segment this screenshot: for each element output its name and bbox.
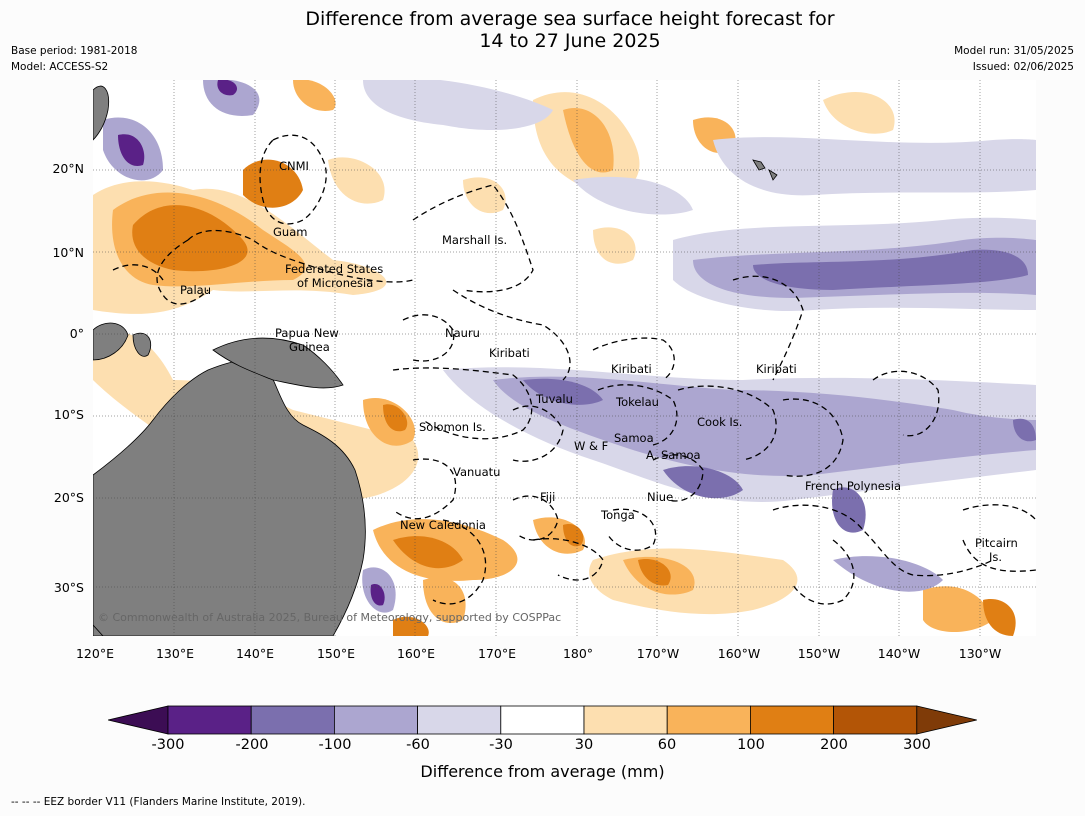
borneo-landmass: [93, 322, 129, 361]
colorbar-tick: -60: [406, 737, 430, 753]
label-pitcairn-line1: Pitcairn: [975, 536, 1018, 550]
lat-label-10n: 10°N: [52, 245, 84, 260]
label-niue: Niue: [647, 490, 673, 504]
lon-label-140w: 140°W: [877, 646, 921, 661]
hawaii-islands: [752, 159, 778, 181]
label-cook-islands: Cook Is.: [697, 415, 742, 429]
label-nauru: Nauru: [445, 326, 480, 340]
colorbar-tick: -30: [489, 737, 513, 753]
lon-label-160e: 160°E: [396, 646, 435, 661]
label-tuvalu: Tuvalu: [535, 392, 573, 406]
land-masses: [93, 85, 778, 636]
colorbar-cell: [417, 705, 502, 735]
colorbar-tick: 100: [737, 737, 765, 753]
map-panel: CNMI Guam Marshall Is. Federated States …: [93, 80, 1036, 636]
colorbar-cell: [167, 705, 252, 735]
colorbar-tick: -200: [235, 737, 269, 753]
eez-footnote: -- -- -- EEZ border V11 (Flanders Marine…: [11, 796, 306, 808]
base-period: Base period: 1981-2018: [11, 45, 138, 57]
lon-label-170e: 170°E: [477, 646, 516, 661]
colorbar-tick: 30: [574, 737, 594, 753]
lon-label-130e: 130°E: [155, 646, 194, 661]
issued-date: Issued: 02/06/2025: [972, 61, 1074, 73]
colorbar-cell: [500, 705, 585, 735]
colorbar: [108, 705, 977, 735]
colorbar-cell: [250, 705, 335, 735]
new-guinea-landmass: [212, 337, 344, 389]
label-marshall-islands: Marshall Is.: [442, 233, 507, 247]
lon-label-160w: 160°W: [717, 646, 761, 661]
meta-left: Base period: 1981-2018 Model: ACCESS-S2: [11, 43, 137, 75]
lon-label-170w: 170°W: [636, 646, 680, 661]
model-run: Model run: 31/05/2025: [954, 45, 1074, 57]
label-guam: Guam: [273, 225, 307, 239]
lat-label-20s: 20°S: [53, 490, 84, 505]
colorbar-cell: [666, 705, 751, 735]
label-palau: Palau: [180, 283, 211, 297]
lon-label-150w: 150°W: [797, 646, 841, 661]
graticule: [93, 80, 1036, 636]
lat-label-20n: 20°N: [52, 161, 84, 176]
colorbar-cell: [833, 705, 918, 735]
label-kiribati-east: Kiribati: [756, 362, 797, 376]
lon-label-120e: 120°E: [75, 646, 114, 661]
colorbar-cell: [333, 705, 418, 735]
label-png-line1: Papua New: [275, 326, 339, 340]
negative-anomaly-field: [103, 80, 1036, 613]
label-french-polynesia: French Polynesia: [805, 479, 901, 493]
label-samoa: Samoa: [614, 431, 654, 445]
label-tonga: Tonga: [600, 508, 635, 522]
label-vanuatu: Vanuatu: [453, 465, 500, 479]
australia-landmass: [93, 360, 366, 636]
lat-label-10s: 10°S: [53, 407, 84, 422]
lat-label-equator: 0°: [69, 326, 84, 341]
colorbar-tick: -300: [151, 737, 185, 753]
lon-label-150e: 150°E: [316, 646, 355, 661]
place-labels: CNMI Guam Marshall Is. Federated States …: [98, 159, 1018, 624]
label-cnmi: CNMI: [279, 159, 309, 173]
label-solomon-islands: Solomon Is.: [419, 420, 486, 434]
colorbar-tick: 200: [820, 737, 848, 753]
label-new-caledonia: New Caledonia: [400, 518, 486, 532]
colorbar-extend-low: [108, 705, 169, 735]
colorbar-label: Difference from average (mm): [420, 762, 665, 781]
colorbar-tick: -100: [318, 737, 352, 753]
positive-anomaly-field: [93, 80, 1016, 636]
philippines-landmass: [93, 85, 110, 141]
meta-right: Model run: 31/05/2025 Issued: 02/06/2025: [954, 43, 1074, 75]
label-fsm-line1: Federated States: [285, 262, 383, 276]
sulawesi-landmass: [132, 332, 152, 357]
label-kiribati-central: Kiribati: [611, 362, 652, 376]
colorbar-tick: 300: [903, 737, 931, 753]
new-zealand-tip: [93, 624, 104, 636]
colorbar-tick: 60: [657, 737, 677, 753]
label-kiribati-west: Kiribati: [489, 346, 530, 360]
lon-label-130w: 130°W: [958, 646, 1002, 661]
label-fiji: Fiji: [540, 490, 555, 504]
lat-label-30s: 30°S: [53, 580, 84, 595]
map-title: Difference from average sea surface heig…: [305, 8, 835, 52]
model-name: Model: ACCESS-S2: [11, 61, 109, 73]
label-png-line2: Guinea: [289, 340, 330, 354]
label-pitcairn-line2: Is.: [989, 550, 1002, 564]
label-fsm-line2: of Micronesia: [297, 276, 373, 290]
eez-borders: [112, 134, 1036, 605]
label-wallis-futuna: W & F: [574, 439, 608, 453]
map-canvas: CNMI Guam Marshall Is. Federated States …: [93, 80, 1036, 636]
colorbar-extend-high: [916, 705, 977, 735]
colorbar-cell: [583, 705, 668, 735]
colorbar-cell: [750, 705, 835, 735]
copyright-notice: © Commonwealth of Australia 2025, Bureau…: [98, 611, 561, 624]
lon-label-180: 180°: [562, 646, 594, 661]
label-tokelau: Tokelau: [615, 395, 659, 409]
lon-label-140e: 140°E: [235, 646, 274, 661]
label-american-samoa: A. Samoa: [646, 448, 701, 462]
